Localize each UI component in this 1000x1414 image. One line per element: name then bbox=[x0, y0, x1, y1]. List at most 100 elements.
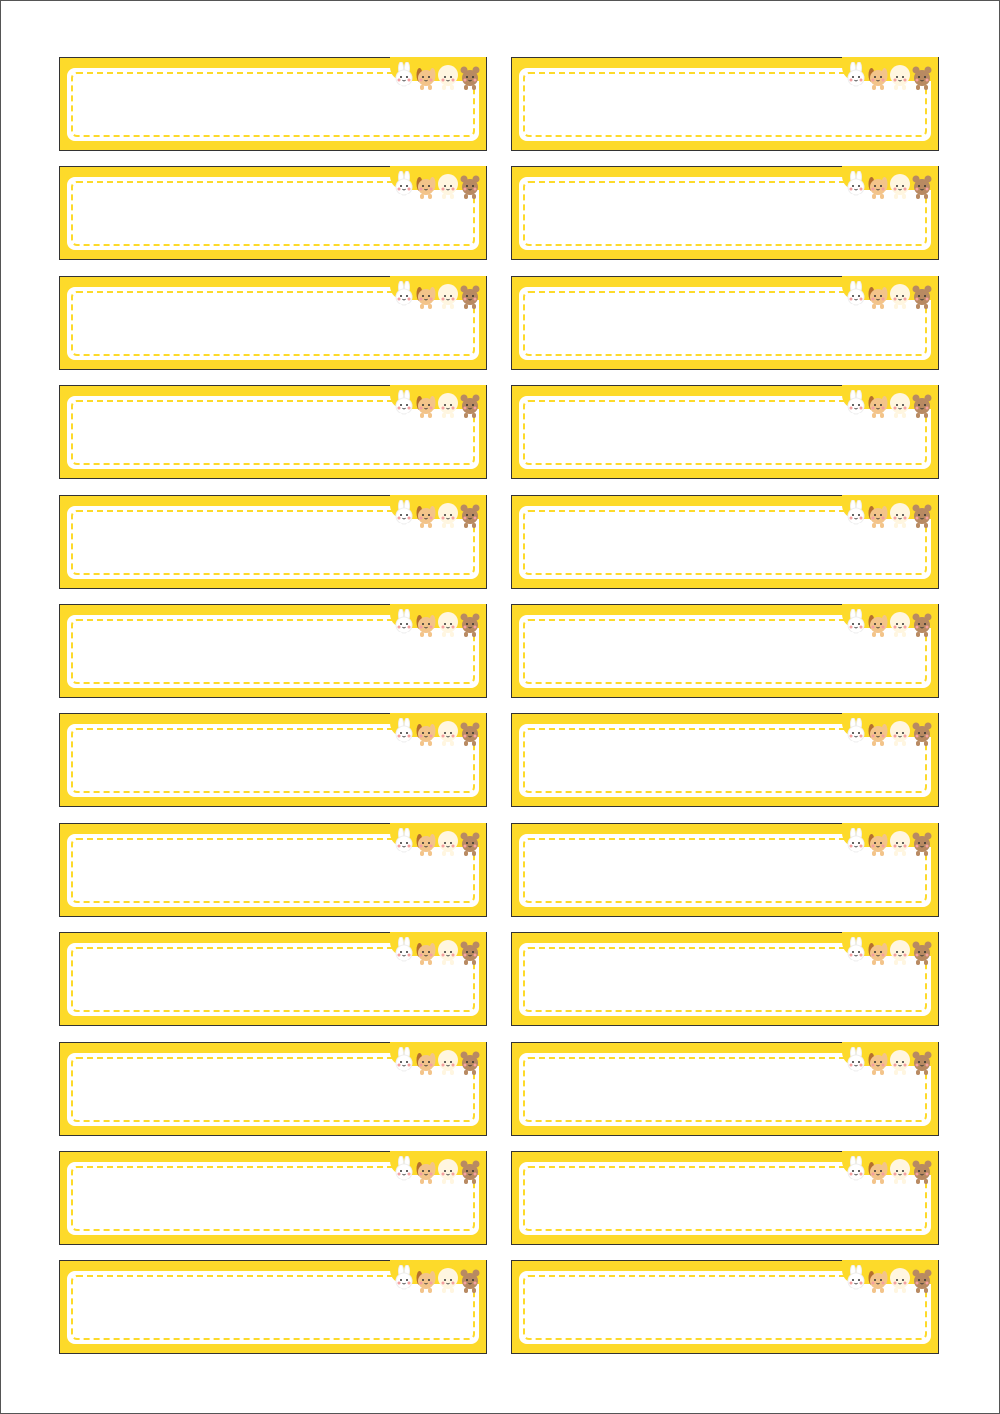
name-label bbox=[511, 604, 939, 698]
bear-icon bbox=[912, 828, 932, 856]
rabbit-icon bbox=[846, 1046, 866, 1075]
name-label bbox=[511, 932, 939, 1027]
dashed-border bbox=[71, 947, 475, 1013]
animal-group bbox=[394, 389, 480, 419]
bear-icon bbox=[912, 62, 932, 90]
rabbit-icon bbox=[846, 499, 866, 528]
dog-icon bbox=[416, 62, 436, 90]
name-label bbox=[59, 494, 487, 589]
animal-group bbox=[846, 608, 932, 637]
rabbit-icon bbox=[394, 608, 414, 637]
dog-icon bbox=[416, 828, 436, 856]
rabbit-icon bbox=[394, 936, 414, 966]
dashed-border bbox=[71, 290, 475, 356]
name-label bbox=[59, 713, 487, 808]
rabbit-icon bbox=[394, 499, 414, 528]
rabbit-icon bbox=[846, 1155, 866, 1184]
rabbit-icon bbox=[394, 1264, 414, 1294]
rabbit-icon bbox=[394, 717, 414, 747]
rabbit-icon bbox=[846, 280, 866, 309]
dog-icon bbox=[416, 718, 436, 747]
sheep-icon bbox=[890, 1047, 910, 1075]
dog-icon bbox=[416, 609, 436, 637]
sheep-icon bbox=[890, 828, 910, 856]
name-label bbox=[59, 822, 487, 917]
dashed-border bbox=[523, 290, 927, 356]
sheep-icon bbox=[890, 937, 910, 966]
dashed-border bbox=[71, 1166, 475, 1231]
name-label bbox=[59, 57, 487, 151]
dog-icon bbox=[868, 500, 888, 528]
name-label bbox=[59, 275, 487, 370]
name-label bbox=[59, 1151, 487, 1245]
name-label bbox=[59, 1041, 487, 1136]
name-label bbox=[59, 604, 487, 698]
dog-icon bbox=[416, 1156, 436, 1184]
dog-icon bbox=[868, 937, 888, 966]
dashed-border bbox=[71, 837, 475, 903]
animal-group bbox=[394, 499, 480, 528]
animal-group bbox=[394, 827, 480, 856]
rabbit-icon bbox=[394, 389, 414, 419]
dog-icon bbox=[416, 171, 436, 200]
dog-icon bbox=[868, 718, 888, 747]
name-label bbox=[511, 1260, 939, 1355]
dog-icon bbox=[416, 937, 436, 966]
rabbit-icon bbox=[846, 827, 866, 856]
name-label bbox=[511, 713, 939, 808]
name-label bbox=[59, 385, 487, 480]
sheep-icon bbox=[890, 171, 910, 200]
rabbit-icon bbox=[846, 61, 866, 90]
dog-icon bbox=[868, 62, 888, 90]
animal-group bbox=[394, 280, 480, 309]
sheep-icon bbox=[890, 1265, 910, 1294]
sheep-icon bbox=[890, 62, 910, 90]
sheep-icon bbox=[438, 828, 458, 856]
bear-icon bbox=[912, 500, 932, 528]
rabbit-icon bbox=[846, 717, 866, 747]
name-label bbox=[511, 385, 939, 480]
animal-group bbox=[846, 61, 932, 90]
dashed-border bbox=[71, 400, 475, 466]
sheep-icon bbox=[438, 1156, 458, 1184]
bear-icon bbox=[460, 718, 480, 747]
dog-icon bbox=[868, 390, 888, 419]
bear-icon bbox=[912, 718, 932, 747]
rabbit-icon bbox=[394, 280, 414, 309]
dashed-border bbox=[71, 728, 475, 794]
name-label bbox=[511, 275, 939, 370]
sheep-icon bbox=[438, 718, 458, 747]
bear-icon bbox=[460, 390, 480, 419]
bear-icon bbox=[460, 281, 480, 309]
bear-icon bbox=[912, 1156, 932, 1184]
bear-icon bbox=[460, 1265, 480, 1294]
dashed-border bbox=[523, 837, 927, 903]
dog-icon bbox=[868, 609, 888, 637]
animal-group bbox=[846, 389, 932, 419]
animal-group bbox=[394, 61, 480, 90]
rabbit-icon bbox=[846, 389, 866, 419]
dashed-border bbox=[71, 509, 475, 575]
name-label bbox=[511, 1041, 939, 1136]
bear-icon bbox=[460, 937, 480, 966]
animal-group bbox=[394, 1046, 480, 1075]
name-label bbox=[511, 822, 939, 917]
bear-icon bbox=[912, 281, 932, 309]
bear-icon bbox=[460, 500, 480, 528]
animal-group bbox=[846, 936, 932, 966]
bear-icon bbox=[460, 1047, 480, 1075]
dog-icon bbox=[868, 171, 888, 200]
sheep-icon bbox=[438, 1265, 458, 1294]
bear-icon bbox=[912, 609, 932, 637]
dashed-border bbox=[523, 1166, 927, 1231]
sheep-icon bbox=[890, 390, 910, 419]
sheep-icon bbox=[890, 500, 910, 528]
dog-icon bbox=[416, 281, 436, 309]
dashed-border bbox=[71, 72, 475, 137]
dashed-border bbox=[523, 72, 927, 137]
dog-icon bbox=[416, 1047, 436, 1075]
bear-icon bbox=[460, 609, 480, 637]
sheep-icon bbox=[438, 171, 458, 200]
animal-group bbox=[846, 280, 932, 309]
